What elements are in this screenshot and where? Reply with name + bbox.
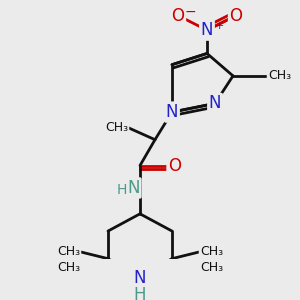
Text: N: N bbox=[166, 103, 178, 121]
Text: H: H bbox=[134, 286, 146, 300]
Text: H: H bbox=[117, 183, 127, 197]
Text: CH₃: CH₃ bbox=[57, 261, 80, 274]
Text: O: O bbox=[168, 157, 181, 175]
Text: O: O bbox=[230, 7, 242, 25]
Text: N: N bbox=[134, 268, 146, 286]
Text: −: − bbox=[184, 5, 196, 19]
Text: CH₃: CH₃ bbox=[200, 245, 223, 258]
Text: N: N bbox=[201, 21, 213, 39]
Text: CH₃: CH₃ bbox=[105, 121, 128, 134]
Text: +: + bbox=[214, 21, 224, 31]
Text: CH₃: CH₃ bbox=[57, 245, 80, 258]
Text: N: N bbox=[128, 179, 140, 197]
Text: CH₃: CH₃ bbox=[200, 261, 223, 274]
Text: N: N bbox=[209, 94, 221, 112]
Text: CH₃: CH₃ bbox=[268, 69, 291, 82]
Text: O: O bbox=[172, 7, 184, 25]
